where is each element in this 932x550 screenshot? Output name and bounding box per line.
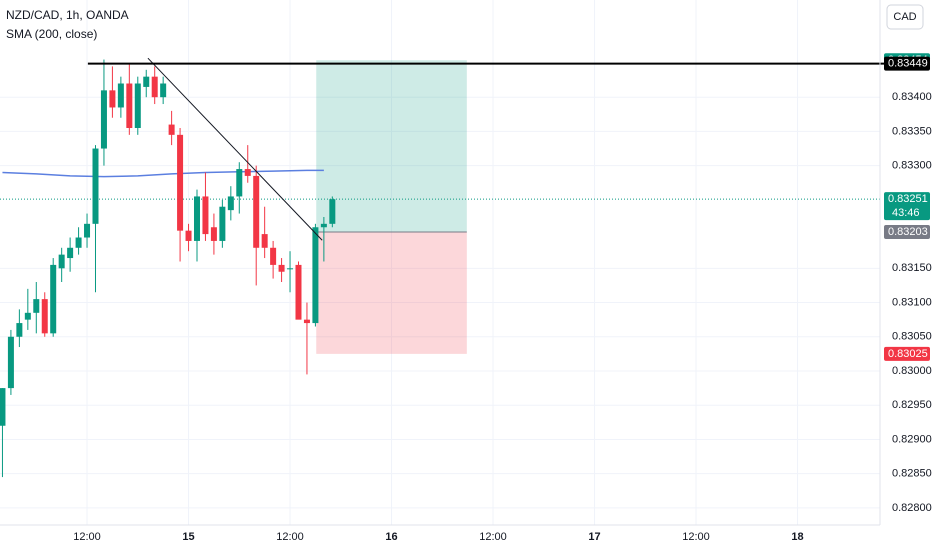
sma-line <box>2 169 324 178</box>
candle-body <box>219 206 226 241</box>
candle-body <box>168 124 175 135</box>
candle-body <box>329 199 336 224</box>
profit-zone <box>316 60 467 233</box>
candle-body <box>75 237 82 248</box>
y-tick-label: 0.83300 <box>892 160 932 172</box>
candle-body <box>50 264 57 334</box>
y-tick-label: 0.83150 <box>892 262 932 274</box>
plot <box>0 57 886 478</box>
candle-body <box>312 227 319 324</box>
candle-body <box>244 169 251 176</box>
candle-body <box>24 312 31 320</box>
candle-body <box>151 76 158 98</box>
price-label: 0.83025 <box>888 348 928 360</box>
y-tick-label: 0.82900 <box>892 433 932 445</box>
candle-body <box>261 234 268 248</box>
x-tick-label: 18 <box>791 531 803 543</box>
y-tick-label: 0.82850 <box>892 468 932 480</box>
candle-body <box>143 76 150 87</box>
price-label-box <box>884 346 930 361</box>
candle-body <box>7 336 14 389</box>
x-tick-label: 15 <box>182 531 194 543</box>
x-tick-label: 12:00 <box>276 531 304 543</box>
candle-body <box>84 223 91 238</box>
x-tick-label: 17 <box>588 531 600 543</box>
x-tick-label: 12:00 <box>73 531 101 543</box>
candle-body <box>185 230 192 241</box>
candle-body <box>117 83 124 108</box>
axes: 0.83400 0.83350 0.83300 0.83150 0.83100 0.830… <box>73 53 932 543</box>
y-tick-label: 0.83400 <box>892 91 932 103</box>
candle-body <box>92 148 99 224</box>
currency-label[interactable]: CAD <box>893 11 916 23</box>
price-label: 0.83203 <box>888 226 928 238</box>
y-tick-label: 0.83350 <box>892 125 932 137</box>
candle-body <box>100 90 107 149</box>
candle-body <box>16 323 23 337</box>
countdown-label: 43:46 <box>892 207 920 219</box>
candle-body <box>287 268 294 270</box>
x-tick-label: 16 <box>385 531 397 543</box>
candle-body <box>41 299 48 334</box>
price-label-box <box>884 225 930 240</box>
candle-body <box>227 196 234 211</box>
candle-body <box>109 90 116 108</box>
price-label: 0.83449 <box>888 58 928 70</box>
candle-body <box>202 196 209 235</box>
loss-zone <box>316 232 467 354</box>
candle-body <box>303 319 310 324</box>
candle-body <box>270 247 277 265</box>
price-label: 0.83251 <box>888 193 928 205</box>
currency-button[interactable] <box>886 4 924 30</box>
y-tick-label: 0.83100 <box>892 296 932 308</box>
price-label-box <box>884 56 930 71</box>
candle-body <box>210 227 217 241</box>
candle-body <box>126 83 133 128</box>
candle-body <box>236 169 243 197</box>
candle-body <box>177 134 184 231</box>
candle-body <box>33 299 40 313</box>
candle-body <box>193 196 200 241</box>
y-tick-label: 0.83000 <box>892 365 932 377</box>
x-tick-label: 12:00 <box>682 531 710 543</box>
trend-line <box>147 57 323 241</box>
y-tick-label: 0.83050 <box>892 331 932 343</box>
candle-body <box>160 83 167 98</box>
candle-body <box>58 254 65 269</box>
indicator-legend: SMA (200, close) <box>6 27 97 41</box>
y-tick-label: 0.82800 <box>892 502 932 514</box>
candle-body <box>67 247 74 259</box>
y-tick-label: 0.82950 <box>892 399 932 411</box>
candle-body <box>295 264 302 320</box>
candle-body <box>278 264 285 272</box>
x-tick-label: 12:00 <box>479 531 507 543</box>
candle-body <box>253 175 260 248</box>
candle-body <box>0 388 6 426</box>
candle-body <box>320 223 327 228</box>
chart-title: NZD/CAD, 1h, OANDA <box>6 8 129 22</box>
price-label-box <box>884 192 930 221</box>
candle-body <box>134 83 141 128</box>
